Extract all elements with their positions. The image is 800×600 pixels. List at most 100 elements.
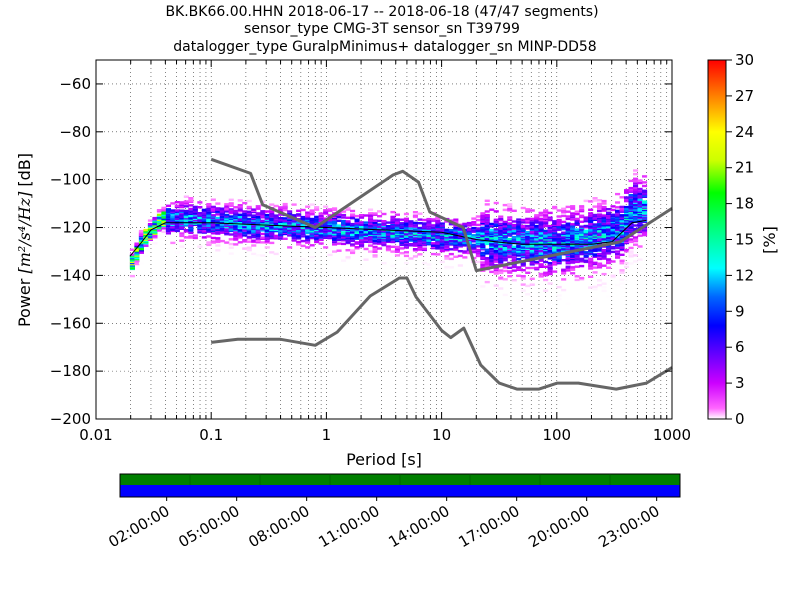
psd-cell: [520, 261, 526, 265]
psd-cell: [592, 223, 598, 226]
colorbar-ticks: 0 3 6 9 12 15 18 21 24 27 30: [726, 51, 754, 428]
psd-cell: [408, 220, 414, 223]
psd-cell: [381, 243, 387, 247]
psd-cell: [498, 229, 504, 233]
psd-cell: [255, 231, 261, 234]
psd-cell: [453, 220, 459, 224]
psd-cell: [570, 254, 576, 257]
psd-cell: [430, 218, 436, 221]
psd-cell: [287, 212, 293, 216]
psd-cell: [260, 241, 266, 244]
psd-cell: [583, 235, 589, 238]
psd-cell: [579, 244, 585, 247]
psd-cell: [498, 269, 504, 272]
psd-cell: [511, 225, 517, 228]
psd-cell: [502, 244, 508, 247]
psd-cell: [332, 243, 338, 246]
psd-cell: [516, 244, 522, 248]
colorbar-tick-label: 18: [735, 195, 754, 213]
psd-cell: [192, 223, 198, 226]
psd-cell: [511, 245, 517, 248]
psd-cell: [556, 215, 562, 218]
psd-cell: [390, 227, 396, 230]
psd-cell: [547, 257, 553, 260]
psd-cell: [543, 271, 549, 274]
psd-cell: [188, 214, 194, 218]
psd-cell: [511, 231, 517, 234]
psd-cell: [246, 248, 252, 252]
psd-cell: [624, 240, 630, 243]
psd-cell: [538, 247, 544, 250]
psd-cell: [417, 226, 423, 230]
psd-cell: [377, 234, 383, 237]
psd-cell: [206, 211, 212, 214]
psd-cell: [565, 222, 571, 225]
psd-cell: [561, 272, 567, 275]
psd-cell: [588, 249, 594, 252]
psd-cell: [538, 272, 544, 276]
psd-cell: [183, 220, 189, 223]
psd-cell: [161, 221, 167, 224]
psd-cell: [570, 207, 576, 210]
psd-cell: [493, 223, 499, 226]
psd-cell: [642, 181, 648, 184]
psd-cell: [179, 213, 185, 216]
y-tick-label: −180: [50, 362, 91, 380]
psd-cell: [556, 222, 562, 225]
psd-cell: [224, 213, 230, 217]
psd-cell: [224, 230, 230, 233]
psd-cell: [305, 231, 311, 235]
psd-cell: [624, 228, 630, 231]
psd-cell: [246, 217, 252, 221]
psd-cell: [129, 274, 135, 278]
psd-cell: [251, 225, 257, 228]
colorbar-tick-label: 9: [735, 302, 745, 320]
psd-cell: [547, 302, 553, 306]
psd-cell: [341, 219, 347, 223]
psd-cell: [498, 271, 504, 275]
psd-cell: [520, 224, 526, 228]
psd-cell: [206, 241, 212, 244]
psd-cell: [368, 244, 374, 247]
psd-cell: [615, 209, 621, 213]
psd-cell: [520, 289, 526, 292]
psd-cell: [561, 231, 567, 234]
psd-cell: [489, 270, 495, 274]
psd-cell: [583, 216, 589, 219]
psd-cell: [610, 208, 616, 212]
timeline-ticks: 02:00:00 05:00:00 08:00:00 11:00:00 14:00:00…: [105, 497, 663, 551]
psd-cell: [484, 215, 490, 218]
psd-cell: [588, 225, 594, 228]
psd-cell: [287, 231, 293, 235]
psd-cell: [138, 251, 144, 254]
psd-cell: [359, 221, 365, 224]
psd-cell: [403, 212, 409, 216]
psd-cell: [278, 217, 284, 220]
psd-cell: [165, 204, 171, 207]
psd-cell: [520, 218, 526, 222]
psd-cell: [556, 257, 562, 260]
psd-cell: [520, 229, 526, 232]
psd-cell: [565, 226, 571, 229]
psd-cell: [215, 202, 221, 205]
psd-cell: [264, 246, 270, 249]
psd-cell: [592, 217, 598, 220]
psd-cell: [228, 252, 234, 255]
psd-cell: [282, 225, 288, 228]
psd-cell: [385, 237, 391, 240]
psd-cell: [520, 245, 526, 248]
psd-cell: [579, 276, 585, 280]
psd-cell: [628, 262, 634, 265]
psd-cell: [615, 246, 621, 250]
psd-cell: [448, 248, 454, 251]
psd-cell: [493, 252, 499, 255]
psd-cell: [174, 226, 180, 229]
psd-cell: [561, 224, 567, 227]
psd-cell: [471, 238, 477, 242]
psd-cell: [516, 220, 522, 224]
psd-cell: [296, 221, 302, 224]
psd-cell: [574, 229, 580, 232]
psd-cell: [129, 258, 135, 261]
psd-cell: [588, 236, 594, 239]
